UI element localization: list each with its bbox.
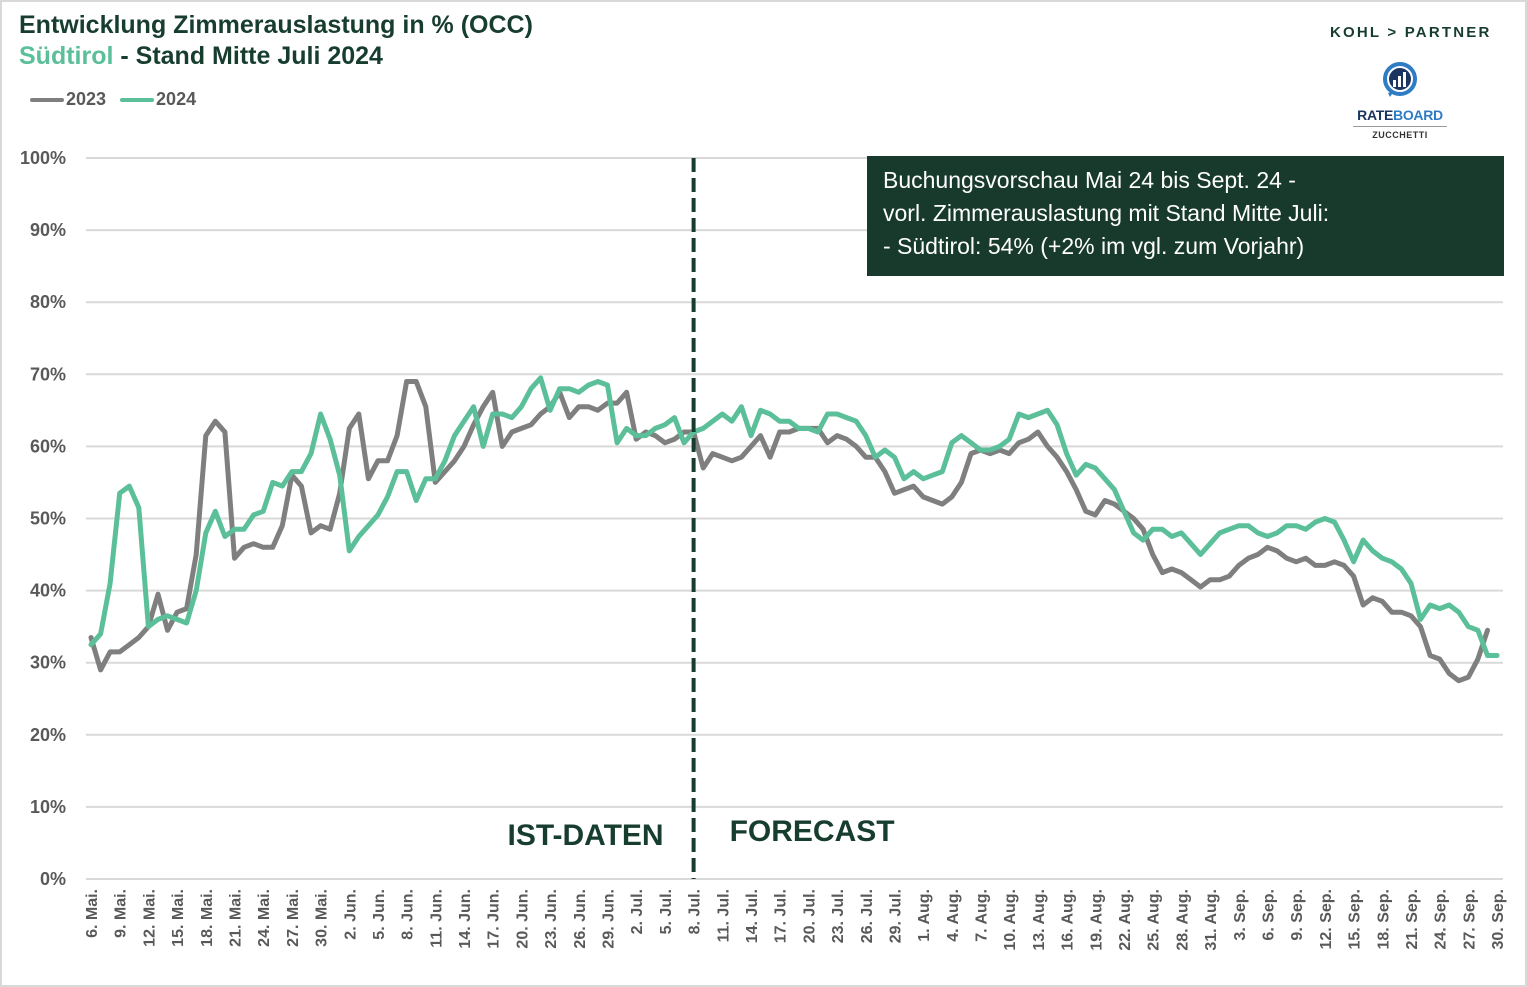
x-tick-label: 31. Aug.: [1203, 889, 1220, 951]
y-tick-label: 90%: [30, 220, 66, 240]
x-tick-label: 27. Mai.: [285, 889, 302, 947]
x-tick-label: 24. Mai.: [256, 889, 273, 947]
x-tick-label: 24. Sep.: [1433, 889, 1450, 949]
series-lines: [88, 375, 1500, 684]
booking-preview-box: Buchungsvorschau Mai 24 bis Sept. 24 - v…: [867, 156, 1504, 276]
x-tick-label: 22. Aug.: [1117, 889, 1134, 951]
x-tick-label: 15. Mai.: [170, 889, 187, 947]
legend-swatch-2023: [30, 97, 64, 102]
legend-swatch-2024: [120, 97, 155, 102]
x-tick-label: 20. Jun.: [514, 889, 531, 949]
x-tick-label: 26. Jun.: [572, 889, 589, 949]
y-tick-label: 50%: [30, 509, 66, 529]
x-tick-label: 14. Jun.: [457, 889, 474, 949]
x-tick-label: 8. Jun.: [400, 889, 417, 940]
y-tick-label: 0%: [40, 869, 66, 889]
x-tick-label: 10. Aug.: [1002, 889, 1019, 951]
x-tick-label: 21. Sep.: [1404, 889, 1421, 949]
x-tick-label: 17. Jul.: [773, 889, 790, 943]
x-tick-label: 14. Jul.: [744, 889, 761, 943]
x-tick-label: 12. Sep.: [1318, 889, 1335, 949]
y-tick-label: 100%: [20, 148, 66, 168]
rateboard-chart-icon: [1383, 62, 1417, 97]
legend-item-2023: 2023: [30, 89, 106, 110]
legend-label-2023: 2023: [66, 89, 107, 109]
x-tick-label: 23. Jun.: [543, 889, 560, 949]
x-tick-label: 29. Jun.: [601, 889, 618, 949]
x-tick-label: 27. Sep.: [1461, 889, 1478, 949]
x-tick-label: 19. Aug.: [1088, 889, 1105, 951]
title-line-2: Südtirol - Stand Mitte Juli 2024: [19, 41, 533, 72]
y-axis-labels: 0% 10% 20% 30% 40% 50% 60% 70% 80% 90% 100%: [20, 148, 66, 889]
rateboard-wordmark: RATEBOARD: [1345, 107, 1455, 123]
x-tick-label: 29. Jul.: [887, 889, 904, 943]
x-tick-label: 3. Sep.: [1232, 889, 1249, 941]
legend-item-2024: 2024: [120, 89, 196, 110]
title-rest: - Stand Mitte Juli 2024: [113, 42, 383, 70]
x-tick-label: 11. Jun.: [428, 889, 445, 948]
x-tick-label: 18. Sep.: [1375, 889, 1392, 949]
y-tick-label: 20%: [30, 725, 66, 745]
title-line-1: Entwicklung Zimmerauslastung in % (OCC): [19, 11, 533, 39]
x-tick-label: 23. Jul.: [830, 889, 847, 943]
x-tick-label: 25. Aug.: [1146, 889, 1163, 951]
rateboard-logo: RATEBOARD ZUCCHETTI: [1345, 60, 1455, 142]
legend-label-2024: 2024: [156, 89, 197, 109]
y-tick-label: 40%: [30, 581, 66, 601]
chart-title: Entwicklung Zimmerauslastung in % (OCC) …: [19, 10, 533, 72]
x-tick-label: 2. Jul.: [629, 889, 646, 934]
x-tick-label: 16. Aug.: [1060, 889, 1077, 951]
x-tick-label: 30. Mai.: [314, 889, 331, 947]
infobox-line-1: Buchungsvorschau Mai 24 bis Sept. 24 -: [883, 167, 1296, 193]
x-tick-label: 2. Jun.: [342, 889, 359, 940]
zucchetti-label: ZUCCHETTI: [1372, 130, 1428, 140]
chart-legend: 2023 2024: [30, 89, 210, 110]
infobox-line-3: - Südtirol: 54% (+2% im vgl. zum Vorjahr…: [883, 233, 1305, 259]
rateboard-wordmark-1: RATE: [1357, 107, 1394, 123]
x-tick-label: 6. Sep.: [1260, 889, 1277, 941]
x-tick-label: 28. Aug.: [1174, 889, 1191, 951]
x-tick-label: 18. Mai.: [199, 889, 216, 947]
x-tick-label: 9. Mai.: [113, 889, 130, 938]
y-tick-label: 10%: [30, 797, 66, 817]
title-region: Südtirol: [19, 42, 114, 70]
x-tick-label: 9. Sep.: [1289, 889, 1306, 941]
x-axis-labels: 6. Mai. 9. Mai. 12. Mai. 15. Mai. 18. Mai. 21…: [84, 889, 1507, 951]
annotation-forecast: FORECAST: [730, 815, 895, 848]
series-line-2024: [88, 375, 1500, 658]
x-tick-label: 7. Aug.: [974, 889, 991, 942]
x-tick-label: 11. Jul.: [715, 889, 732, 942]
y-tick-label: 70%: [30, 364, 66, 384]
y-tick-label: 30%: [30, 653, 66, 673]
x-tick-label: 8. Jul.: [687, 889, 704, 934]
x-tick-label: 12. Mai.: [141, 889, 158, 947]
x-tick-label: 6. Mai.: [84, 889, 101, 938]
x-tick-label: 21. Mai.: [227, 889, 244, 947]
series-line-2023: [88, 379, 1490, 684]
x-tick-label: 4. Aug.: [945, 889, 962, 942]
x-tick-label: 5. Jul.: [658, 889, 675, 934]
y-tick-label: 60%: [30, 436, 66, 456]
grid-lines: [86, 157, 1503, 880]
infobox-line-2: vorl. Zimmerauslastung mit Stand Mitte J…: [883, 200, 1330, 226]
x-tick-label: 13. Aug.: [1031, 889, 1048, 951]
kohl-partner-logo: KOHL > PARTNER: [1330, 24, 1492, 41]
x-tick-label: 30. Sep.: [1490, 889, 1507, 949]
annotation-ist-daten: IST-DATEN: [507, 819, 663, 852]
x-tick-label: 1. Aug.: [916, 889, 933, 942]
x-tick-label: 17. Jun.: [486, 889, 503, 949]
x-tick-label: 26. Jul.: [859, 889, 876, 943]
x-tick-label: 20. Jul.: [801, 889, 818, 943]
rateboard-wordmark-2: BOARD: [1393, 107, 1443, 123]
x-tick-label: 15. Sep.: [1347, 889, 1364, 949]
y-tick-label: 80%: [30, 292, 66, 312]
rateboard-divider: [1353, 126, 1447, 127]
x-tick-label: 5. Jun.: [371, 889, 388, 940]
